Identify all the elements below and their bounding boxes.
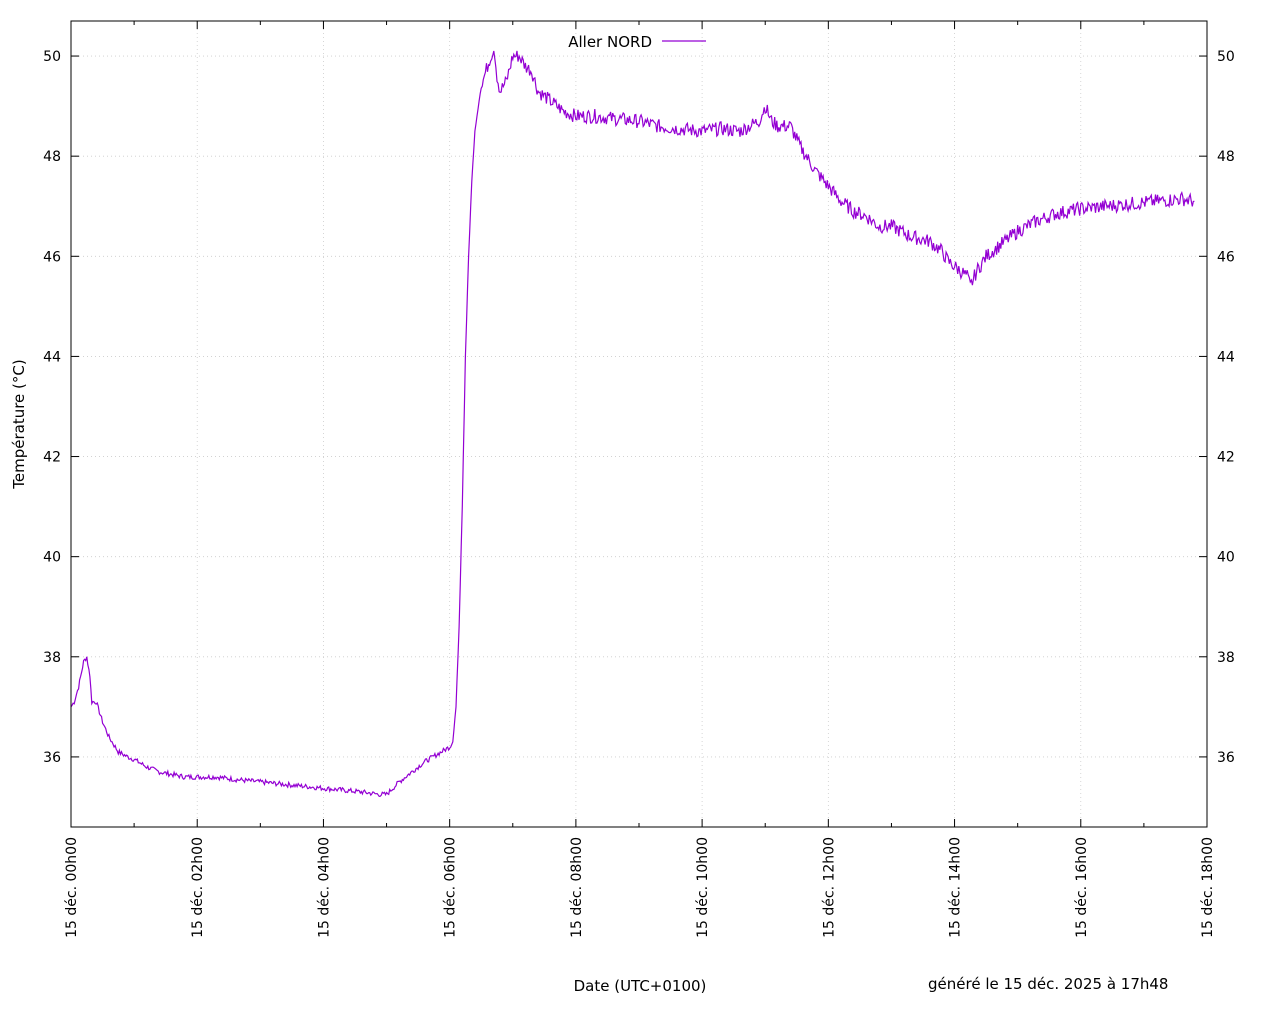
axis-ticks	[70, 21, 1208, 827]
x-tick-label: 15 déc. 10h00	[695, 837, 711, 938]
x-tick-label: 15 déc. 14h00	[948, 837, 964, 938]
y-tick-label-left: 38	[43, 650, 61, 666]
series-line-aller-nord	[70, 50, 1195, 798]
y-tick-label-right: 50	[1217, 49, 1235, 65]
legend-label: Aller NORD	[568, 33, 652, 51]
generated-timestamp: généré le 15 déc. 2025 à 17h48	[928, 975, 1169, 993]
y-tick-label-right: 44	[1217, 349, 1235, 365]
x-tick-label: 15 déc. 12h00	[821, 837, 837, 938]
y-axis-title: Température (°C)	[10, 359, 28, 489]
y-tick-label-left: 44	[43, 349, 61, 365]
x-tick-label: 15 déc. 18h00	[1200, 837, 1216, 938]
y-tick-label-right: 48	[1217, 149, 1235, 165]
legend: Aller NORD	[568, 33, 706, 51]
y-tick-label-left: 36	[43, 750, 61, 766]
y-tick-label-left: 50	[43, 49, 61, 65]
y-tick-labels-right: 36 38 40 42 44 46 48 50	[1217, 49, 1235, 766]
y-tick-labels-left: 36 38 40 42 44 46 48 50	[43, 49, 61, 766]
x-tick-label: 15 déc. 04h00	[316, 837, 332, 938]
y-tick-label-right: 46	[1217, 249, 1235, 265]
x-tick-labels: 15 déc. 00h00 15 déc. 02h00 15 déc. 04h00 1…	[64, 837, 1216, 938]
grid-lines	[71, 21, 1207, 827]
y-tick-label-right: 42	[1217, 450, 1235, 466]
x-tick-label: 15 déc. 16h00	[1074, 837, 1090, 938]
x-tick-label: 15 déc. 08h00	[569, 837, 585, 938]
x-tick-label: 15 déc. 02h00	[190, 837, 206, 938]
y-tick-label-left: 40	[43, 550, 61, 566]
x-tick-label: 15 déc. 06h00	[443, 837, 459, 938]
y-tick-label-right: 38	[1217, 650, 1235, 666]
y-tick-label-left: 42	[43, 450, 61, 466]
y-tick-label-right: 40	[1217, 550, 1235, 566]
x-axis-title: Date (UTC+0100)	[573, 977, 707, 995]
x-tick-label: 15 déc. 00h00	[64, 837, 80, 938]
y-tick-label-right: 36	[1217, 750, 1235, 766]
plot-frame	[70, 20, 1208, 828]
y-tick-label-left: 48	[43, 149, 61, 165]
y-tick-label-left: 46	[43, 249, 61, 265]
